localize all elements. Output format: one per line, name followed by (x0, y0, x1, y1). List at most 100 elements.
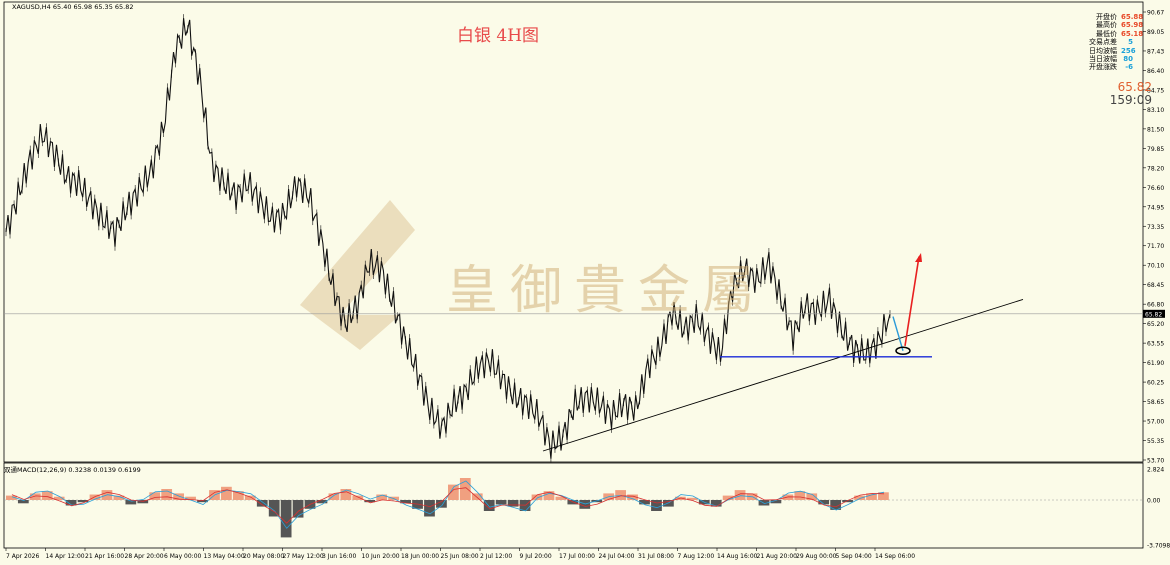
x-tick-label: 14 Apr 12:00 (46, 553, 85, 560)
y-tick-label: 68.45 (1147, 282, 1164, 289)
macd-bar (818, 500, 830, 505)
y-tick-label: 84.75 (1147, 87, 1164, 94)
price-series (5, 18, 891, 459)
x-tick-label: 2 Jul 12:00 (480, 553, 512, 560)
macd-bar (854, 495, 865, 500)
macd-bar (376, 494, 388, 500)
info-row: 日均波幅 256 (1089, 46, 1136, 55)
macd-bar (364, 500, 376, 503)
x-tick-label: 7 Apr 2026 (6, 553, 39, 560)
x-tick-label: 25 Jun 08:00 (441, 553, 479, 560)
macd-bar (161, 489, 173, 500)
y-tick-label: 61.90 (1147, 360, 1164, 367)
macd-bar (615, 490, 626, 500)
x-tick-label: 28 Apr 20:00 (125, 553, 164, 560)
macd-bar (41, 491, 53, 500)
macd-bar (722, 495, 734, 500)
uptrend-line (542, 298, 1024, 452)
macd-line (11, 480, 885, 529)
y-tick-label: 57.00 (1147, 419, 1164, 426)
current-price: 65.82 (1117, 80, 1152, 94)
x-tick-label: 3 Jun 16:00 (322, 553, 356, 560)
macd-bar (842, 500, 853, 503)
macd-bar (734, 490, 746, 500)
macd-bar (770, 500, 782, 504)
y-tick-label: 65.20 (1147, 321, 1164, 328)
macd-bar (77, 500, 89, 503)
macd-bar (125, 500, 137, 505)
down-arrow (892, 316, 904, 351)
y-tick-label: 86.40 (1147, 68, 1164, 75)
macd-bar (758, 500, 770, 506)
y-tick-label: 58.65 (1147, 399, 1164, 406)
y-tick-label: 60.25 (1147, 380, 1164, 387)
y-tick-label: 71.70 (1147, 243, 1164, 250)
macd-bar (436, 500, 447, 508)
macd-bar (483, 500, 495, 511)
macd-bar (268, 500, 280, 517)
y-tick-label: 76.60 (1147, 185, 1164, 192)
y-tick-label: 78.20 (1147, 165, 1164, 172)
macd-bar (137, 500, 149, 504)
x-tick-label: 5 Sep 04:00 (836, 553, 872, 560)
macd-tick-label: 2.824 (1147, 467, 1164, 474)
macd-bar (221, 486, 232, 500)
macd-bar (555, 496, 567, 500)
watermark-logo (300, 200, 415, 350)
macd-bar (639, 500, 650, 505)
x-tick-label: 7 Aug 12:00 (678, 553, 715, 560)
x-tick-label: 31 Jul 08:00 (638, 553, 674, 560)
macd-bar (256, 500, 268, 507)
macd-pane-frame (3, 462, 1144, 549)
macd-bar (531, 494, 543, 500)
macd-bar (878, 492, 889, 500)
macd-bar (65, 500, 77, 506)
x-tick-label: 14 Sep 06:00 (875, 553, 915, 560)
up-arrow-head (915, 253, 922, 262)
macd-bar (471, 493, 483, 500)
x-tick-label: 17 Jul 00:00 (559, 553, 595, 560)
macd-bar (53, 496, 65, 500)
macd-bar (244, 495, 256, 500)
macd-bar (6, 495, 17, 500)
macd-bar (866, 493, 877, 500)
y-tick-label: 63.55 (1147, 341, 1164, 348)
y-tick-label: 81.50 (1147, 126, 1164, 133)
x-tick-label: 18 Jun 00:00 (401, 553, 439, 560)
macd-bar (280, 500, 292, 538)
x-tick-label: 29 Aug 00:00 (796, 553, 837, 560)
macd-bar (627, 494, 638, 500)
y-tick-label: 87.43 (1147, 48, 1164, 55)
macd-bar (663, 500, 674, 507)
macd-bar (424, 500, 435, 517)
macd-bar (543, 491, 555, 500)
bar-countdown: 159:09 (1109, 93, 1152, 107)
x-tick-label: 24 Jul 04:00 (599, 553, 635, 560)
y-tick-label: 74.95 (1147, 204, 1164, 211)
y-tick-label: 66.80 (1147, 302, 1164, 309)
x-tick-label: 13 May 04:00 (204, 553, 245, 560)
macd-bar (173, 493, 184, 500)
info-row: 最低价 65.18 (1096, 29, 1144, 38)
up-arrow (904, 256, 920, 346)
info-row: 开盘价 65.88 (1096, 13, 1144, 21)
macd-bar (29, 493, 41, 500)
info-row: 最高价 65.98 (1096, 21, 1144, 30)
x-tick-label: 20 May 08:00 (243, 553, 284, 560)
macd-bar (507, 500, 519, 507)
macd-signal-line (11, 487, 885, 524)
price-tag-label: 65.82 (1145, 311, 1162, 318)
y-tick-label: 79.85 (1147, 146, 1164, 153)
macd-bar (710, 500, 722, 507)
main-pane-frame (3, 1, 1144, 463)
macd-bar (89, 494, 101, 500)
macd-label: 双通MACD(12,26,9) 0.3238 0.0139 0.6199 (4, 466, 141, 474)
macd-bar (185, 496, 196, 500)
target-ellipse (895, 346, 911, 355)
macd-bar (17, 500, 29, 504)
info-row: 当日波幅 80 (1089, 55, 1133, 64)
x-tick-label: 21 Aug 20:00 (757, 553, 798, 560)
x-tick-label: 6 May 00:00 (164, 553, 202, 560)
y-tick-label: 90.67 (1147, 10, 1164, 17)
